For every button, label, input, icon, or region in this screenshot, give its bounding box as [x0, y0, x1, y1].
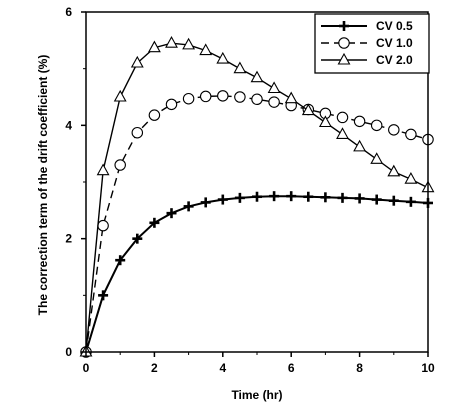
data-point	[199, 43, 213, 56]
x-tick-label: 2	[151, 361, 158, 375]
data-point	[251, 93, 263, 106]
data-point	[234, 192, 245, 203]
data-point	[286, 191, 297, 202]
data-point	[148, 109, 161, 121]
data-point	[199, 90, 212, 103]
data-point	[234, 91, 246, 103]
data-point	[98, 290, 109, 301]
series-cv-1-0	[80, 90, 434, 358]
data-point	[388, 195, 399, 206]
data-point	[250, 70, 264, 83]
data-point	[405, 196, 416, 207]
x-tick-label: 8	[356, 361, 363, 375]
data-point	[114, 159, 126, 171]
y-axis-label: The correction term of the drift coeffic…	[36, 55, 50, 316]
x-tick-label: 4	[219, 361, 226, 375]
data-point	[149, 217, 160, 228]
x-tick-label: 0	[83, 361, 90, 375]
axes: 0 2 4 6 8 10 0 2 4 6	[65, 5, 435, 375]
data-point	[370, 119, 383, 132]
data-point	[267, 81, 281, 94]
data-point	[165, 98, 178, 111]
plot-area	[79, 36, 435, 358]
data-point	[131, 126, 144, 139]
data-point	[405, 128, 417, 141]
data-point	[165, 36, 178, 48]
data-point	[217, 90, 229, 102]
y-tick-label: 0	[65, 345, 72, 359]
legend-marker	[338, 37, 350, 49]
data-point	[404, 172, 418, 184]
data-point	[337, 192, 348, 203]
data-point	[166, 208, 177, 219]
data-point	[354, 193, 365, 204]
data-point	[371, 194, 382, 205]
legend-label: CV 1.0	[376, 36, 413, 50]
data-point	[130, 55, 144, 68]
series-cv-0-5	[81, 191, 433, 357]
data-point	[96, 163, 110, 176]
data-point	[182, 37, 196, 50]
data-point	[200, 197, 211, 208]
data-point	[387, 164, 401, 177]
data-point	[336, 111, 349, 124]
legend-label: CV 0.5	[376, 19, 413, 33]
data-point	[115, 255, 126, 266]
data-point	[284, 91, 298, 104]
data-point	[353, 115, 366, 128]
data-point	[336, 127, 349, 139]
data-point	[216, 51, 230, 64]
data-point	[97, 219, 109, 232]
legend: CV 0.5 CV 1.0 CV 2.0	[314, 13, 430, 74]
data-point	[217, 194, 228, 205]
y-tick-label: 2	[65, 232, 72, 246]
data-point	[353, 139, 367, 152]
series-cv-2-0	[79, 36, 435, 357]
data-point	[233, 61, 247, 74]
data-point	[268, 96, 280, 108]
x-tick-label: 10	[421, 361, 435, 375]
data-point	[301, 103, 315, 116]
data-point	[113, 89, 127, 102]
data-point	[182, 92, 195, 105]
data-point	[269, 191, 280, 202]
series-line	[85, 195, 429, 353]
data-point	[303, 191, 314, 202]
y-tick-label: 4	[65, 118, 72, 132]
y-tick-label: 6	[65, 5, 72, 19]
legend-marker	[337, 52, 351, 65]
data-point	[183, 201, 194, 212]
data-point	[132, 233, 143, 244]
data-point	[320, 192, 331, 203]
data-point	[252, 191, 262, 202]
x-axis-label: Time (hr)	[231, 388, 282, 402]
legend-marker	[339, 21, 349, 31]
data-point	[370, 152, 384, 164]
legend-label: CV 2.0	[376, 53, 413, 67]
data-point	[318, 115, 332, 128]
data-point	[388, 124, 400, 136]
data-point	[147, 40, 161, 53]
x-tick-label: 6	[288, 361, 295, 375]
